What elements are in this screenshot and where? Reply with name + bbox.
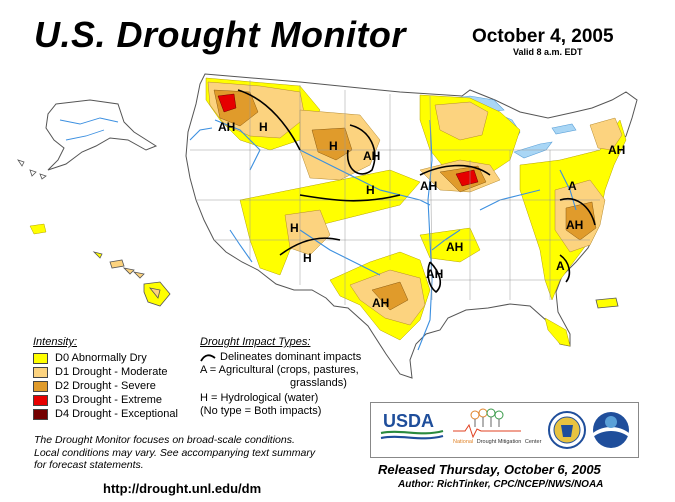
svg-text:National Drought Mitigat: National Drought Mitigation Center xyxy=(453,439,542,445)
impact-label: H xyxy=(329,139,338,153)
lake-ontario xyxy=(551,123,577,135)
usda-swoosh xyxy=(380,429,444,435)
impact-label: AH xyxy=(566,218,583,232)
ndmc-suffix: Center xyxy=(525,439,542,445)
impact-legend-items: Delineates dominant impacts A = Agricult… xyxy=(200,351,361,418)
legend-label: D1 Drought - Moderate xyxy=(55,366,168,378)
website-url[interactable]: http://drought.unl.edu/dm xyxy=(103,481,262,496)
valid-time: Valid 8 a.m. EDT xyxy=(513,47,583,57)
legend-swatch xyxy=(33,366,48,378)
alaska-islands xyxy=(17,159,47,180)
impact-both: (No type = Both impacts) xyxy=(200,405,322,417)
alaska-outline xyxy=(45,99,158,171)
ndmc-main: Drought Mitigation xyxy=(477,439,522,445)
legend-item-d1: D1 Drought - Moderate xyxy=(33,365,178,379)
impact-label: AH xyxy=(420,179,437,193)
release-date: Released Thursday, October 6, 2005 xyxy=(378,462,601,477)
impact-legend-title: Drought Impact Types: xyxy=(200,336,311,348)
impact-labels: AH H H AH H AH H AH AH A AH A AH H AH xyxy=(218,120,625,310)
map-date: October 4, 2005 xyxy=(472,26,614,47)
impact-label: A xyxy=(556,259,565,273)
impact-label: AH xyxy=(372,296,389,310)
impact-hydrological: H = Hydrological (water) xyxy=(200,392,319,404)
legend-label: D0 Abnormally Dry xyxy=(55,352,147,364)
impact-label: AH xyxy=(218,120,235,134)
impact-agricultural-cont: grasslands) xyxy=(290,377,347,389)
impact-label: AH xyxy=(426,267,443,281)
intensity-legend: Intensity: D0 Abnormally Dry D1 Drought … xyxy=(33,336,178,421)
legend-swatch xyxy=(33,352,48,364)
boundary-line-icon xyxy=(200,353,216,361)
agency-logos: USDA National Drought Mitigation Center xyxy=(370,402,639,458)
ndmc-tree-icon xyxy=(453,408,521,439)
impact-label: H xyxy=(303,251,312,265)
puerto-rico xyxy=(595,297,619,309)
drought-d3-areas xyxy=(217,93,479,187)
noaa-logo-icon xyxy=(593,412,629,448)
disclaimer: The Drought Monitor focuses on broad-sca… xyxy=(34,434,354,472)
impact-label: H xyxy=(366,183,375,197)
alaska-d0-area xyxy=(29,223,47,235)
disclaimer-line: for forecast statements. xyxy=(34,459,144,471)
legend-item-d3: D3 Drought - Extreme xyxy=(33,393,178,407)
legend-item-d2: D2 Drought - Severe xyxy=(33,379,178,393)
legend-item-d4: D4 Drought - Exceptional xyxy=(33,407,178,421)
legend-item-d0: D0 Abnormally Dry xyxy=(33,351,178,365)
legend-swatch xyxy=(33,394,48,406)
disclaimer-line: Local conditions may vary. See accompany… xyxy=(34,446,316,459)
legend-swatch xyxy=(33,380,48,392)
impact-line-label: Delineates dominant impacts xyxy=(220,351,362,363)
impact-label: AH xyxy=(363,149,380,163)
impact-agricultural: A = Agricultural (crops, pastures, xyxy=(200,364,359,376)
alaska-rivers xyxy=(59,117,119,141)
impact-label: AH xyxy=(608,143,625,157)
usda-logo: USDA xyxy=(383,411,434,431)
legend-label: D3 Drought - Extreme xyxy=(55,394,162,406)
intensity-legend-title: Intensity: xyxy=(33,336,78,348)
drought-d2-areas xyxy=(213,89,597,311)
disclaimer-line: The Drought Monitor focuses on broad-sca… xyxy=(34,434,295,446)
logos-graphic: USDA National Drought Mitigation Center xyxy=(380,408,629,449)
impact-label: A xyxy=(568,179,577,193)
hawaii-islands xyxy=(92,251,171,307)
impact-label: AH xyxy=(446,240,463,254)
page-title: U.S. Drought Monitor xyxy=(34,14,406,55)
state-borders xyxy=(190,80,600,305)
author: Author: RichTinker, CPC/NCEP/NWS/NOAA xyxy=(398,479,604,490)
legend-swatch xyxy=(33,408,48,420)
intensity-legend-items: D0 Abnormally Dry D1 Drought - Moderate … xyxy=(33,351,178,421)
impact-label: H xyxy=(259,120,268,134)
impact-label: H xyxy=(290,221,299,235)
legend-label: D4 Drought - Exceptional xyxy=(55,408,178,420)
ndmc-prefix: National xyxy=(453,439,473,445)
impact-boundaries xyxy=(237,89,596,294)
impact-types-legend: Drought Impact Types: Delineates dominan… xyxy=(200,336,361,418)
doc-seal-icon xyxy=(548,411,586,449)
legend-label: D2 Drought - Severe xyxy=(55,380,156,392)
impact-line-row: Delineates dominant impacts xyxy=(200,351,361,364)
